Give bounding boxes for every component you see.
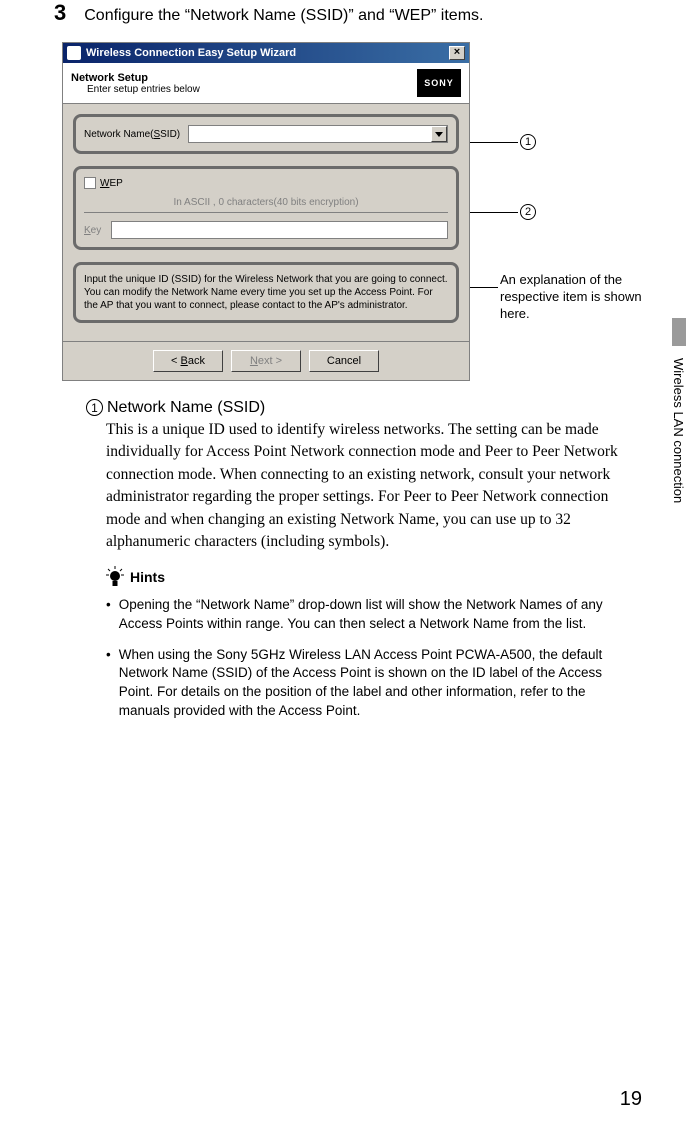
subsection-paragraph: This is a unique ID used to identify wir… [106, 419, 638, 554]
dialog-header: Network Setup Enter setup entries below … [63, 63, 469, 104]
chevron-down-icon[interactable] [431, 126, 447, 142]
app-icon [67, 46, 81, 60]
callout-line-2 [470, 212, 518, 213]
side-tab-label: Wireless LAN connection [671, 358, 686, 503]
ssid-label: Network Name(SSID) [84, 129, 180, 140]
bullet: • [106, 596, 111, 634]
hint-text: Opening the “Network Name” drop-down lis… [119, 596, 638, 634]
next-post: ext > [258, 355, 282, 367]
back-button[interactable]: < Back [153, 350, 223, 372]
callout-3: An explanation of the respective item is… [500, 272, 650, 323]
next-button[interactable]: Next > [231, 350, 301, 372]
ssid-label-post: SID) [160, 129, 180, 140]
step-line: 3 Configure the “Network Name (SSID)” an… [54, 0, 638, 26]
page-number: 19 [620, 1088, 642, 1111]
cancel-button[interactable]: Cancel [309, 350, 379, 372]
side-tab: Wireless LAN connection [666, 318, 686, 538]
callout-1: 1 [520, 134, 540, 150]
hints-title: Hints [130, 569, 165, 585]
back-post: ack [188, 355, 205, 367]
wep-box: WEP In ASCII , 0 characters(40 bits encr… [73, 166, 459, 250]
titlebar: Wireless Connection Easy Setup Wizard × [63, 43, 469, 63]
key-input[interactable] [111, 221, 448, 239]
sony-logo-text: SONY [424, 78, 454, 88]
hints-heading: Hints [106, 566, 638, 588]
callout-2-num: 2 [520, 204, 536, 220]
callout-line-1 [470, 142, 518, 143]
side-tab-marker [672, 318, 686, 346]
callout-2: 2 [520, 204, 540, 220]
list-item: • Opening the “Network Name” drop-down l… [106, 596, 638, 634]
close-icon[interactable]: × [449, 46, 465, 60]
sony-logo: SONY [417, 69, 461, 97]
header-subtitle: Enter setup entries below [87, 84, 417, 95]
bullet: • [106, 646, 111, 722]
key-label: Key [84, 225, 101, 236]
button-row: < Back Next > Cancel [63, 341, 469, 380]
callout-1-num: 1 [520, 134, 536, 150]
header-title: Network Setup [71, 72, 417, 84]
callout-line-3 [470, 287, 498, 288]
hint-bulb-icon [106, 566, 124, 588]
hint-text: When using the Sony 5GHz Wireless LAN Ac… [119, 646, 638, 722]
wep-hotkey: W [100, 178, 109, 189]
wep-label-post: EP [109, 178, 122, 189]
next-hotkey: N [250, 355, 258, 367]
ssid-box: Network Name(SSID) [73, 114, 459, 154]
info-box: Input the unique ID (SSID) for the Wirel… [73, 262, 459, 323]
subsection-heading: 1Network Name (SSID) [86, 399, 638, 417]
key-label-post: ey [91, 225, 102, 236]
ssid-label-pre: Network Name( [84, 129, 153, 140]
hints-list: • Opening the “Network Name” drop-down l… [106, 596, 638, 721]
key-hotkey: K [84, 225, 91, 236]
info-text: Input the unique ID (SSID) for the Wirel… [84, 273, 448, 312]
back-hotkey: B [181, 355, 188, 367]
callout-3-text: An explanation of the respective item is… [500, 272, 650, 323]
wep-checkbox-row: WEP [84, 177, 448, 189]
subsection-title: Network Name (SSID) [107, 399, 265, 416]
subsection-num: 1 [86, 399, 103, 416]
dialog-title: Wireless Connection Easy Setup Wizard [86, 47, 449, 59]
step-number: 3 [54, 0, 66, 26]
step-instruction: Configure the “Network Name (SSID)” and … [84, 7, 483, 25]
back-lt: < [171, 355, 177, 367]
ssid-combobox[interactable] [188, 125, 448, 143]
wep-info-text: In ASCII , 0 characters(40 bits encrypti… [84, 197, 448, 213]
wep-checkbox[interactable] [84, 177, 96, 189]
wizard-dialog: Wireless Connection Easy Setup Wizard × … [62, 42, 470, 381]
list-item: • When using the Sony 5GHz Wireless LAN … [106, 646, 638, 722]
